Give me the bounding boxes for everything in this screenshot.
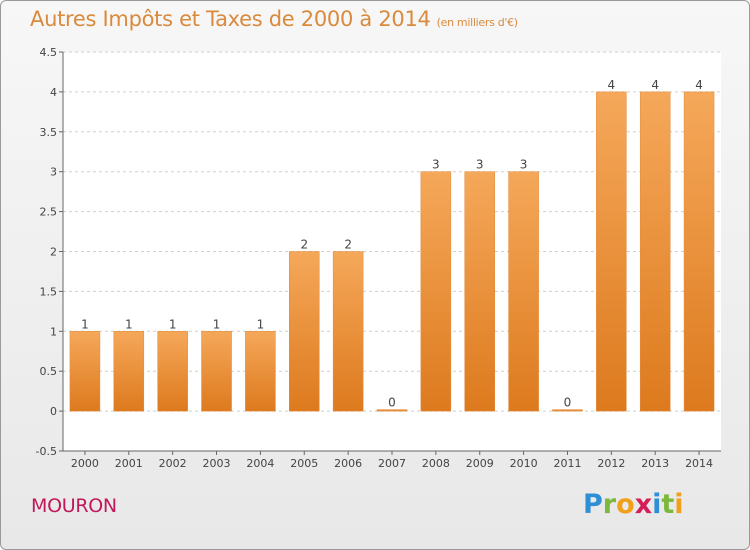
y-tick-label: 3 [50,166,57,179]
data-label: 0 [388,396,396,410]
y-tick-label: -0.5 [36,445,57,458]
logo-letter: r [602,489,617,520]
x-tick-label: 2013 [641,457,669,470]
bar [289,251,320,412]
data-label: 4 [651,78,659,92]
data-label: 4 [695,78,703,92]
y-tick-label: 2.5 [40,206,58,219]
y-tick-label: 2 [50,246,57,259]
bar [552,409,583,412]
data-label: 1 [257,317,265,331]
y-tick-label: 3.5 [40,126,58,139]
data-label: 1 [81,317,89,331]
y-tick-label: 0.5 [40,365,58,378]
data-label: 2 [344,238,352,252]
bar [683,91,715,412]
x-tick-label: 2008 [422,457,450,470]
bar [596,91,627,412]
bar [420,171,452,412]
y-tick-label: 1.5 [40,285,58,298]
logo-letter: x [634,489,653,520]
data-label: 1 [125,317,133,331]
data-label: 4 [608,78,616,92]
x-tick-label: 2002 [159,457,187,470]
x-tick-label: 2003 [203,457,231,470]
x-tick-label: 2000 [71,457,99,470]
y-tick-label: 4.5 [40,46,58,59]
data-label: 3 [432,158,440,172]
bar [245,331,276,412]
bar [201,331,232,412]
data-label: 3 [476,158,484,172]
bar [113,331,145,412]
unit-note: (en milliers d'€) [436,16,518,29]
bar [508,171,539,412]
data-label: 3 [520,158,528,172]
bar [464,171,495,412]
x-tick-label: 2010 [510,457,538,470]
bar [157,331,188,412]
x-tick-label: 2012 [597,457,625,470]
logo-letter: t [661,489,675,520]
bar [332,251,364,412]
logo-letter: i [652,489,662,520]
data-label: 0 [564,396,572,410]
x-tick-label: 2007 [378,457,406,470]
x-tick-label: 2004 [246,457,274,470]
bar [69,331,101,412]
logo-letter: o [616,489,635,520]
y-tick-label: 1 [50,325,57,338]
logo-letter: i [674,489,684,520]
x-tick-label: 2001 [115,457,143,470]
data-label: 2 [300,238,308,252]
x-tick-label: 2014 [685,457,713,470]
place-name: MOURON [31,495,117,517]
chart-title-text: Autres Impôts et Taxes de 2000 à 2014 [30,7,431,31]
y-tick-label: 4 [50,86,57,99]
data-label: 1 [169,317,177,331]
bar [376,409,408,412]
x-tick-label: 2009 [466,457,494,470]
proxiti-logo: Proxiti [583,489,684,520]
x-tick-label: 2006 [334,457,362,470]
x-tick-label: 2011 [553,457,581,470]
x-tick-label: 2005 [290,457,318,470]
data-label: 1 [213,317,221,331]
logo-letter: P [583,489,603,520]
bar [639,91,671,412]
chart-title: Autres Impôts et Taxes de 2000 à 2014 (en… [30,7,518,31]
y-tick-label: 0 [50,405,57,418]
